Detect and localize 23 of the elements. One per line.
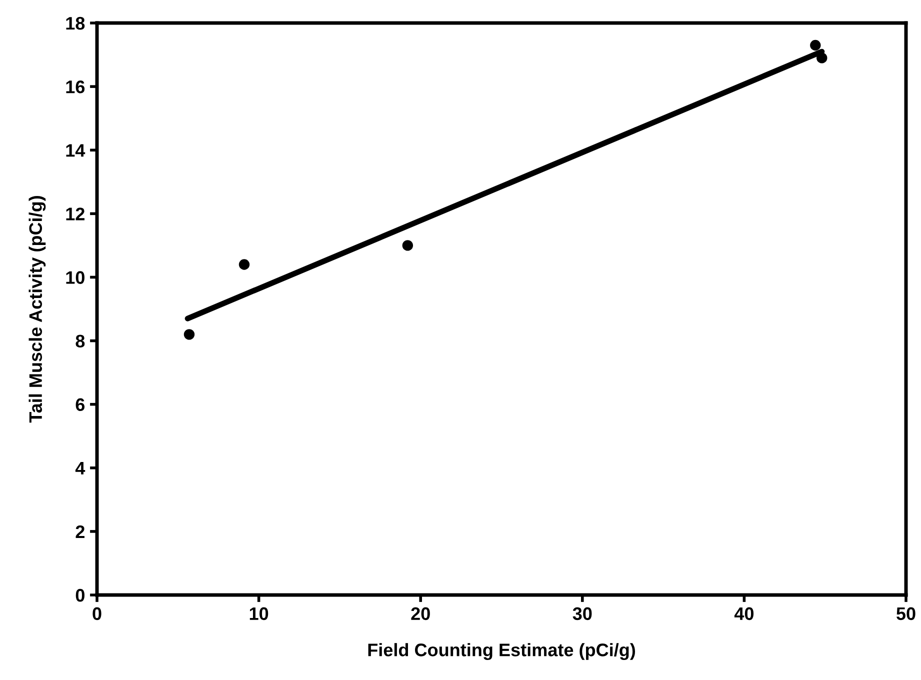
y-tick-label: 0 [76, 588, 84, 602]
x-tick-label: 0 [92, 607, 102, 620]
x-tick-label: 40 [734, 607, 754, 620]
point [402, 240, 414, 251]
x-tick-label: 20 [411, 607, 430, 620]
y-tick-label: 14 [66, 144, 86, 157]
y-tick-label: 18 [66, 16, 85, 30]
y-tick-label: 12 [66, 208, 84, 220]
y-tick-label: 16 [66, 80, 85, 94]
x-tick-label: 30 [572, 607, 592, 620]
y-tick-label: 10 [66, 271, 84, 284]
x-tick-label: 10 [250, 607, 268, 620]
point [184, 329, 195, 340]
y-tick-label: 4 [75, 462, 86, 474]
x-axis-title: Field Counting Estimate (pCi/g) [368, 643, 636, 660]
x-tick-label: 50 [896, 607, 916, 620]
y-tick-label: 8 [76, 334, 85, 348]
point [816, 52, 828, 64]
y-tick-label: 2 [76, 525, 84, 538]
point [810, 40, 821, 51]
point [238, 259, 250, 270]
y-tick-label: 6 [76, 398, 85, 412]
y-axis-title: Tail Muscle Activity (pCi/g) [28, 196, 46, 423]
